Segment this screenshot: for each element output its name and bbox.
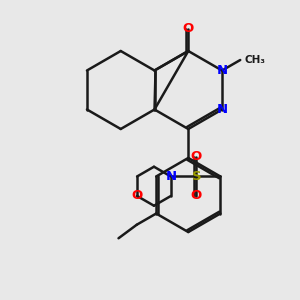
Text: CH₃: CH₃ xyxy=(245,55,266,65)
Text: N: N xyxy=(217,64,228,77)
Text: S: S xyxy=(191,170,201,183)
Text: O: O xyxy=(191,151,202,164)
Text: O: O xyxy=(131,190,143,202)
Text: N: N xyxy=(165,170,176,183)
Text: O: O xyxy=(183,22,194,35)
Text: N: N xyxy=(217,103,228,116)
Text: O: O xyxy=(191,190,202,202)
